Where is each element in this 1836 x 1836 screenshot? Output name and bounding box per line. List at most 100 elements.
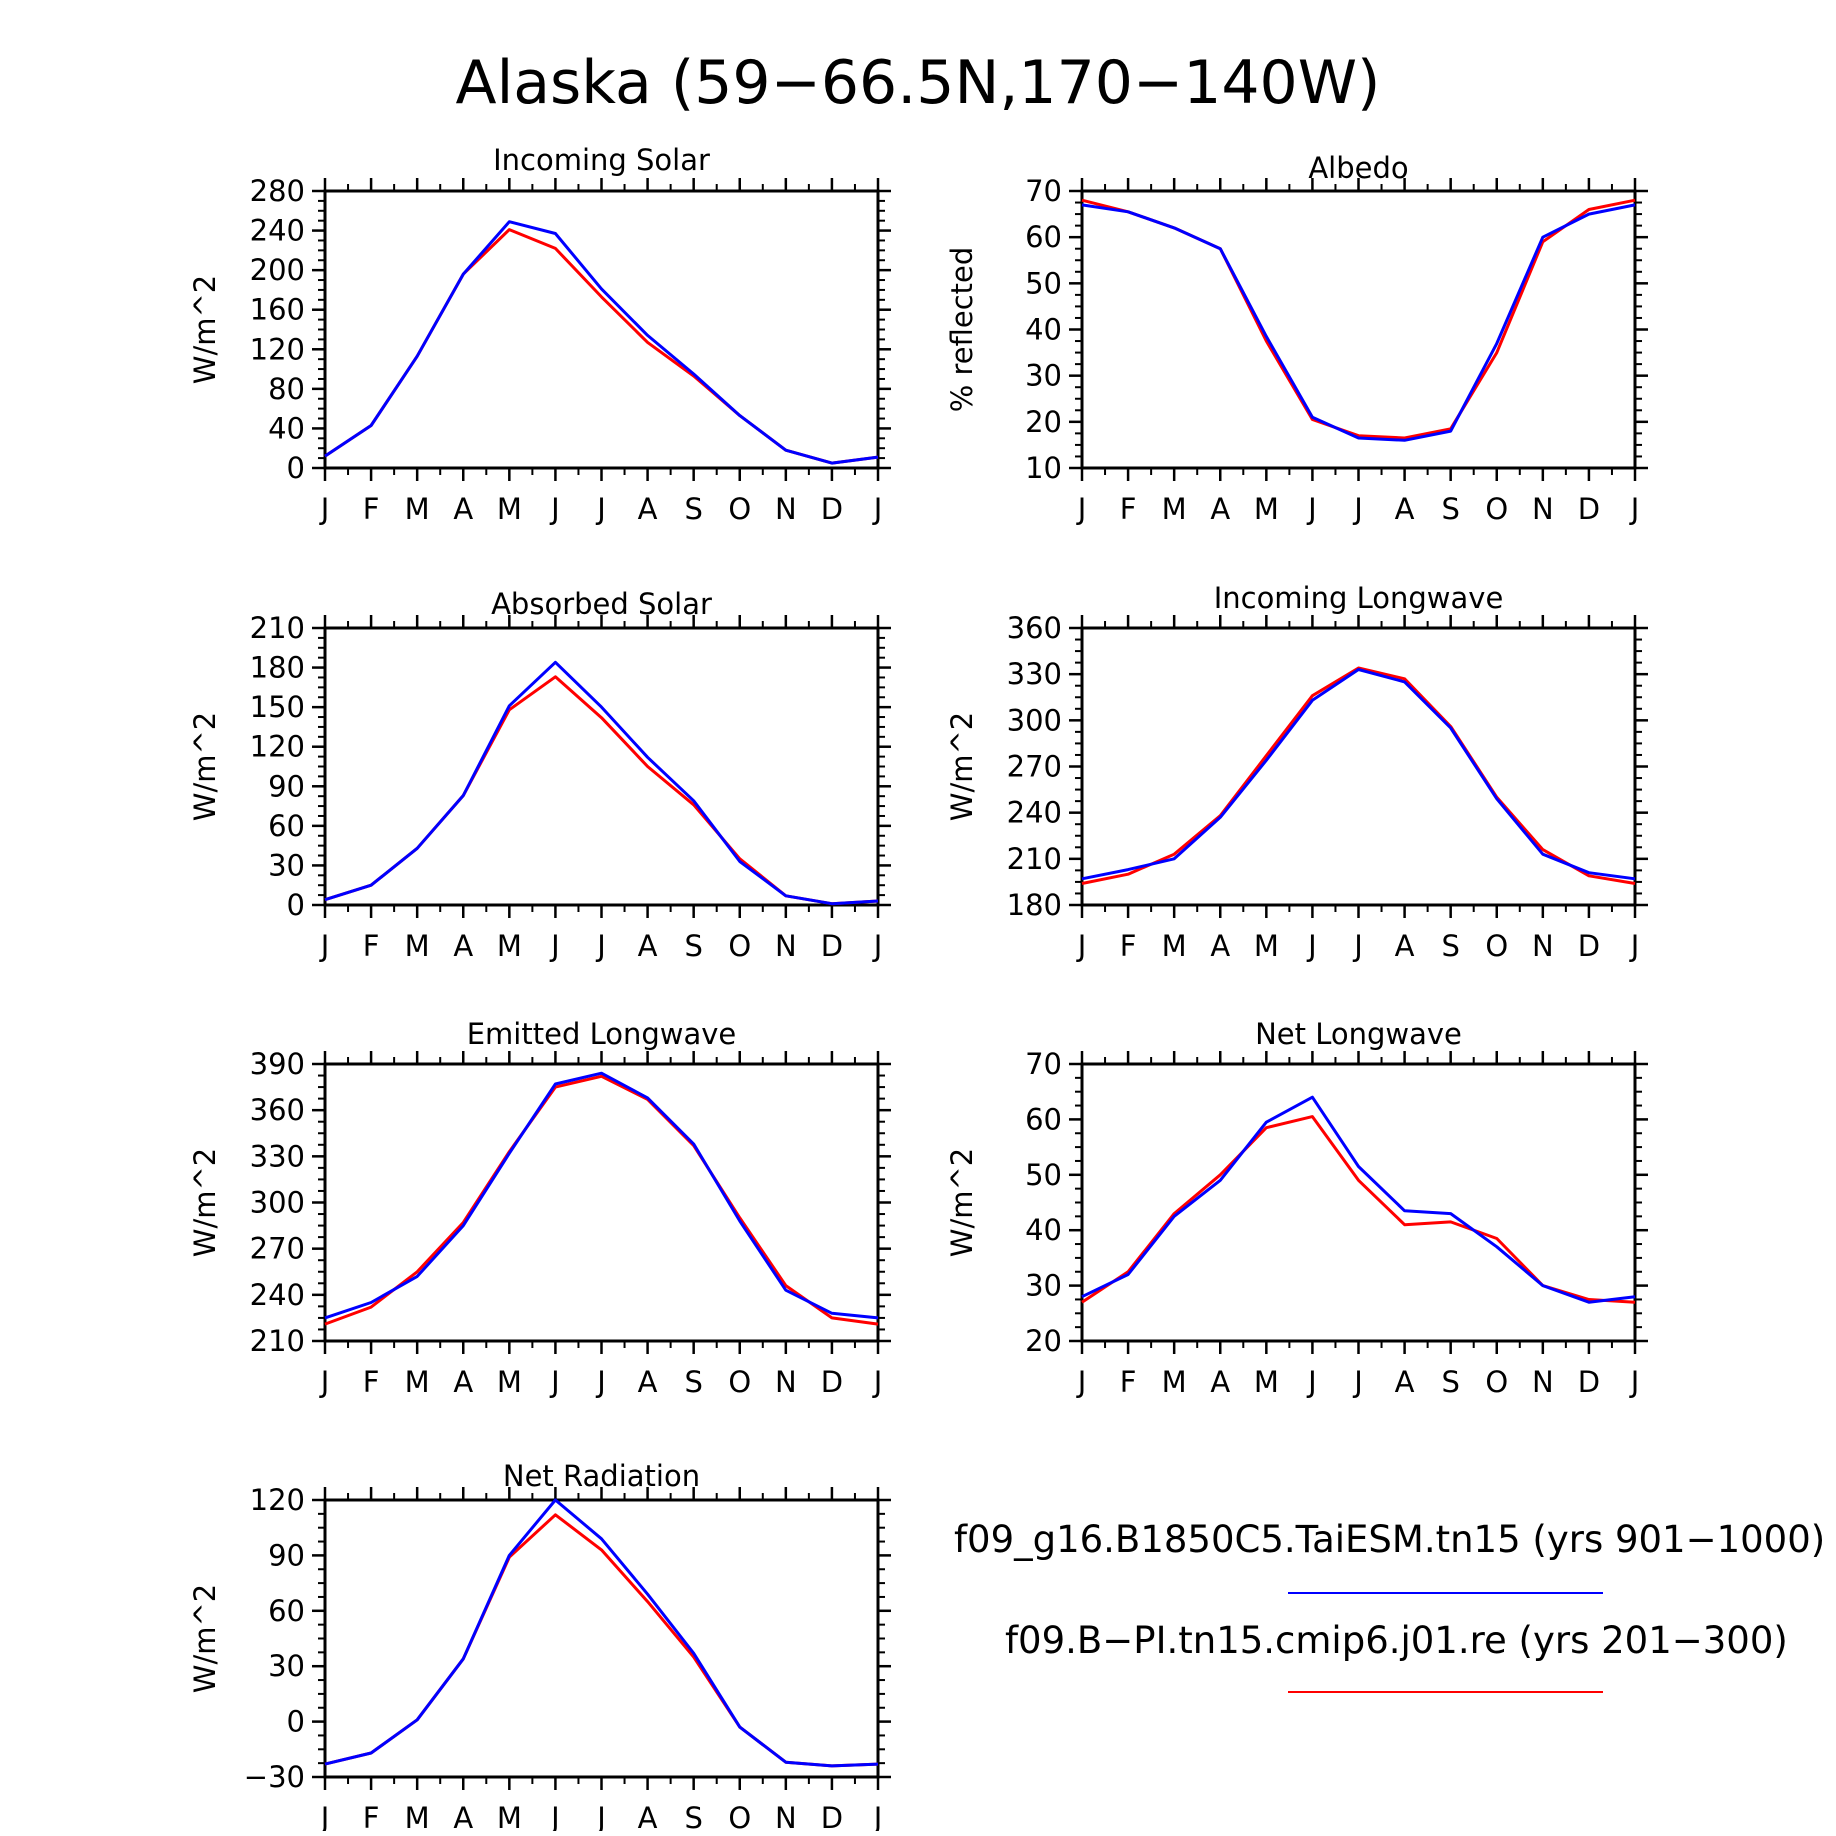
x-tick-label: N — [775, 492, 797, 526]
y-tick-label: 80 — [268, 372, 305, 406]
y-tick-label: 60 — [1025, 220, 1062, 254]
x-tick-label: J — [1076, 492, 1087, 526]
y-tick-label: 20 — [1025, 1324, 1062, 1358]
x-tick-label: D — [821, 929, 843, 963]
y-tick-label: 120 — [250, 332, 305, 366]
y-tick-label: 0 — [287, 888, 305, 922]
x-tick-label: A — [453, 492, 473, 526]
y-tick-label: 120 — [250, 730, 305, 764]
y-tick-label: 120 — [250, 1483, 305, 1517]
series-line-red — [324, 675, 879, 906]
x-tick-label: F — [363, 929, 380, 963]
x-tick-label: J — [1076, 1365, 1087, 1399]
y-tick-label: 240 — [1007, 796, 1062, 830]
x-tick-label: S — [1441, 929, 1459, 963]
series-line-blue — [324, 1498, 879, 1768]
series-line-red — [1081, 666, 1636, 885]
x-tick-label: J — [319, 492, 330, 526]
panel-title: Net Longwave — [1255, 1017, 1462, 1051]
x-tick-label: F — [363, 1801, 380, 1831]
x-tick-label: M — [1254, 929, 1279, 963]
x-tick-label: M — [405, 929, 430, 963]
y-tick-label: 300 — [1007, 703, 1062, 737]
x-tick-label: O — [1485, 1365, 1508, 1399]
x-tick-label: J — [1352, 492, 1363, 526]
x-tick-label: N — [1532, 492, 1554, 526]
x-tick-label: J — [549, 929, 560, 963]
series-line-red — [1081, 198, 1636, 440]
x-tick-label: F — [1120, 929, 1137, 963]
y-tick-label: 200 — [250, 253, 305, 287]
y-axis-label: W/m^2 — [188, 712, 222, 821]
x-tick-label: J — [1629, 492, 1640, 526]
y-tick-label: 70 — [1025, 1047, 1062, 1081]
y-tick-label: 240 — [250, 1278, 305, 1312]
x-tick-label: M — [1162, 1365, 1187, 1399]
x-tick-label: D — [821, 1801, 843, 1831]
x-tick-label: M — [405, 1801, 430, 1831]
legend-label-red: f09.B−PI.tn15.cmip6.j01.re (yrs 201−300) — [1005, 1619, 1788, 1662]
plot-frame — [323, 1498, 880, 1779]
legend: f09_g16.B1850C5.TaiESM.tn15 (yrs 901−100… — [954, 1518, 1825, 1693]
y-tick-label: 360 — [250, 1093, 305, 1127]
x-tick-label: M — [405, 492, 430, 526]
x-tick-label: N — [775, 929, 797, 963]
x-tick-label: J — [1076, 929, 1087, 963]
x-tick-label: A — [1395, 929, 1415, 963]
x-tick-label: N — [1532, 929, 1554, 963]
x-tick-label: F — [1120, 1365, 1137, 1399]
y-tick-label: 70 — [1025, 174, 1062, 208]
series-line-blue — [1081, 668, 1636, 881]
x-tick-label: J — [1352, 1365, 1363, 1399]
x-tick-label: O — [728, 929, 751, 963]
series-line-blue — [1081, 203, 1636, 442]
x-tick-label: J — [319, 1801, 330, 1831]
panel-title: Incoming Solar — [493, 143, 710, 177]
y-tick-label: −30 — [244, 1760, 305, 1794]
x-tick-label: S — [684, 1801, 702, 1831]
y-tick-label: 150 — [250, 690, 305, 724]
y-tick-label: 30 — [268, 1649, 305, 1683]
series-line-blue — [324, 660, 879, 906]
x-tick-label: F — [363, 492, 380, 526]
y-tick-label: 60 — [1025, 1102, 1062, 1136]
x-tick-label: F — [1120, 492, 1137, 526]
x-tick-label: M — [1162, 929, 1187, 963]
plot-frame — [323, 626, 880, 907]
x-tick-label: D — [1578, 1365, 1600, 1399]
x-tick-label: M — [497, 929, 522, 963]
x-tick-label: A — [638, 929, 658, 963]
y-tick-label: 270 — [1007, 750, 1062, 784]
plot-frame — [323, 1062, 880, 1343]
x-tick-label: O — [728, 1365, 751, 1399]
y-axis-label: W/m^2 — [188, 275, 222, 384]
y-axis-label: W/m^2 — [188, 1584, 222, 1693]
x-tick-label: A — [638, 492, 658, 526]
x-tick-label: O — [728, 1801, 751, 1831]
figure-title: Alaska (59−66.5N,170−140W) — [456, 48, 1381, 118]
x-tick-label: D — [1578, 492, 1600, 526]
y-tick-label: 50 — [1025, 1158, 1062, 1192]
y-tick-label: 330 — [250, 1139, 305, 1173]
series-line-blue — [324, 1071, 879, 1320]
x-tick-label: M — [497, 1365, 522, 1399]
y-axis-label: % reflected — [945, 247, 979, 413]
x-tick-label: O — [728, 492, 751, 526]
y-axis-label: W/m^2 — [188, 1148, 222, 1257]
series-line-blue — [1081, 1095, 1636, 1304]
x-tick-label: S — [1441, 1365, 1459, 1399]
x-tick-label: D — [821, 492, 843, 526]
x-tick-label: D — [1578, 929, 1600, 963]
x-tick-label: S — [684, 492, 702, 526]
series-line-red — [324, 228, 879, 465]
y-tick-label: 330 — [1007, 657, 1062, 691]
plot-frame — [323, 189, 880, 470]
y-tick-label: 0 — [287, 451, 305, 485]
x-tick-label: N — [775, 1801, 797, 1831]
x-tick-label: A — [638, 1365, 658, 1399]
